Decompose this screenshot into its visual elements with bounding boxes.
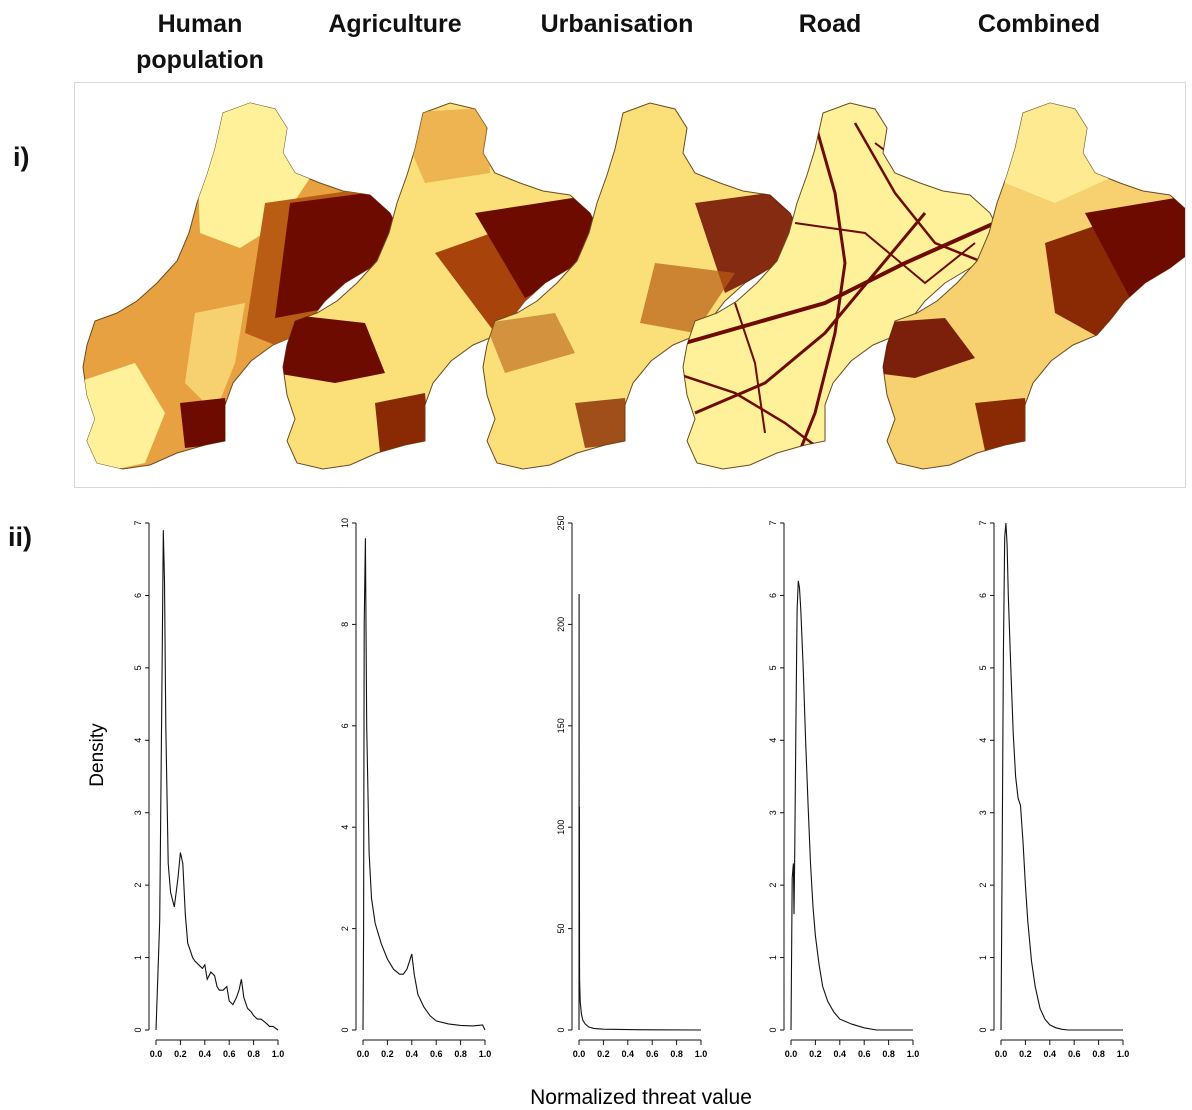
y-tick-label-human-population: 7 (133, 520, 143, 525)
x-tick-label-combined: 0.0 (995, 1049, 1008, 1059)
row-label-density: ii) (8, 522, 32, 552)
x-tick-label-road: 0.0 (785, 1049, 798, 1059)
y-tick-label-road: 4 (768, 738, 778, 743)
y-tick-label-agriculture: 2 (340, 926, 350, 931)
x-tick-label-road: 0.4 (834, 1049, 847, 1059)
x-tick-label-urbanisation: 0.8 (670, 1049, 683, 1059)
y-tick-label-combined: 2 (978, 883, 988, 888)
y-tick-label-combined: 7 (978, 520, 988, 525)
x-tick-label-urbanisation: 0.2 (597, 1049, 610, 1059)
x-tick-label-combined: 0.6 (1068, 1049, 1081, 1059)
column-title-combined: Combined (977, 10, 1101, 38)
x-tick-label-urbanisation: 1.0 (695, 1049, 708, 1059)
threat-maps-svg (82, 102, 1185, 470)
y-tick-label-agriculture: 10 (340, 518, 350, 528)
x-tick-label-urbanisation: 0.6 (646, 1049, 659, 1059)
x-tick-label-urbanisation: 0.0 (573, 1049, 586, 1059)
y-tick-label-urbanisation: 0 (556, 1027, 566, 1032)
x-tick-label-human-population: 0.6 (223, 1049, 236, 1059)
x-tick-label-combined: 0.2 (1019, 1049, 1032, 1059)
y-tick-label-human-population: 4 (133, 738, 143, 743)
y-tick-label-combined: 0 (978, 1027, 988, 1032)
density-panel-road: 0 1 2 3 4 5 6 7 0.0 0.2 0.4 0.6 0.8 1.0 (768, 520, 919, 1059)
y-tick-label-human-population: 6 (133, 593, 143, 598)
y-tick-label-urbanisation: 100 (556, 820, 566, 835)
x-tick-label-road: 0.2 (809, 1049, 822, 1059)
x-tick-label-human-population: 0.4 (199, 1049, 212, 1059)
y-tick-label-combined: 5 (978, 665, 988, 670)
y-axis-label: Density (87, 723, 108, 787)
density-line-combined (1000, 522, 1123, 1031)
x-tick-label-combined: 0.8 (1092, 1049, 1105, 1059)
y-tick-label-road: 7 (768, 520, 778, 525)
y-tick-label-agriculture: 0 (340, 1027, 350, 1032)
x-tick-label-agriculture: 0.6 (430, 1049, 443, 1059)
column-title-agriculture: Agriculture (328, 10, 462, 38)
density-panel-agriculture: 0 2 4 6 8 10 0.0 0.2 0.4 0.6 0.8 1.0 (340, 518, 491, 1059)
y-tick-label-road: 5 (768, 665, 778, 670)
density-panel-urbanisation: 0 50 100 150 200 250 0.0 0.2 0.4 0.6 0.8 1.0 (556, 515, 707, 1059)
y-tick-label-road: 2 (768, 883, 778, 888)
density-line-road (790, 580, 913, 1031)
y-tick-label-urbanisation: 150 (556, 718, 566, 733)
x-tick-label-combined: 1.0 (1117, 1049, 1130, 1059)
x-tick-label-agriculture: 0.4 (406, 1049, 419, 1059)
map-road (682, 102, 1002, 470)
map-human-population (82, 102, 402, 470)
density-plots: Density Normalized threat value 0 1 2 3 4 5 6 7… (87, 515, 1129, 1109)
y-tick-label-road: 3 (768, 810, 778, 815)
y-tick-label-agriculture: 6 (340, 723, 350, 728)
y-tick-label-human-population: 3 (133, 810, 143, 815)
x-tick-label-road: 0.8 (882, 1049, 895, 1059)
density-line-human-population (155, 530, 279, 1031)
threat-maps-panel (74, 82, 1186, 488)
y-tick-label-human-population: 0 (133, 1027, 143, 1032)
y-tick-label-agriculture: 4 (340, 825, 350, 830)
density-line-urbanisation (578, 593, 702, 1031)
map-combined (882, 102, 1185, 470)
density-panel-human-population: 0 1 2 3 4 5 6 7 0.0 0.2 0.4 0.6 0.8 1.0 (133, 520, 284, 1059)
column-title-urbanisation: Urbanisation (540, 10, 694, 38)
y-tick-label-road: 0 (768, 1027, 778, 1032)
y-tick-label-agriculture: 8 (340, 622, 350, 627)
y-tick-label-combined: 6 (978, 593, 988, 598)
x-tick-label-road: 1.0 (907, 1049, 920, 1059)
y-tick-label-urbanisation: 250 (556, 515, 566, 530)
row-label-maps: i) (13, 142, 30, 172)
x-tick-label-urbanisation: 0.4 (622, 1049, 635, 1059)
y-tick-label-human-population: 2 (133, 883, 143, 888)
x-axis-label: Normalized threat value (530, 1086, 752, 1109)
y-tick-label-road: 1 (768, 955, 778, 960)
y-tick-label-combined: 1 (978, 955, 988, 960)
y-tick-label-combined: 4 (978, 738, 988, 743)
column-title-human-population: Human population (136, 10, 264, 74)
column-title-road: Road (798, 10, 862, 38)
density-line-agriculture (362, 538, 486, 1031)
x-tick-label-combined: 0.4 (1044, 1049, 1057, 1059)
y-tick-label-human-population: 5 (133, 665, 143, 670)
density-panel-combined: 0 1 2 3 4 5 6 7 0.0 0.2 0.4 0.6 0.8 1.0 (978, 520, 1129, 1059)
x-tick-label-agriculture: 0.2 (381, 1049, 394, 1059)
x-tick-label-road: 0.6 (858, 1049, 871, 1059)
y-tick-label-human-population: 1 (133, 955, 143, 960)
y-tick-label-road: 6 (768, 593, 778, 598)
x-tick-label-human-population: 1.0 (272, 1049, 285, 1059)
y-tick-label-combined: 3 (978, 810, 988, 815)
x-tick-label-agriculture: 1.0 (479, 1049, 492, 1059)
y-tick-label-urbanisation: 200 (556, 617, 566, 632)
x-tick-label-agriculture: 0.0 (357, 1049, 370, 1059)
y-tick-label-urbanisation: 50 (556, 924, 566, 934)
x-tick-label-human-population: 0.8 (247, 1049, 260, 1059)
x-tick-label-agriculture: 0.8 (454, 1049, 467, 1059)
x-tick-label-human-population: 0.2 (174, 1049, 187, 1059)
x-tick-label-human-population: 0.0 (150, 1049, 163, 1059)
